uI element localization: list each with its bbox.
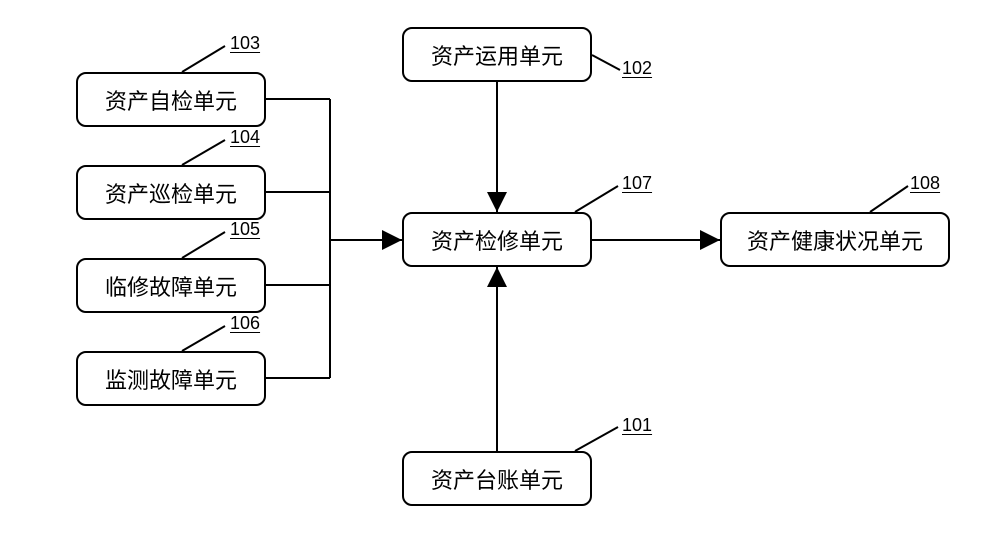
node-label: 资产台账单元 (431, 463, 563, 495)
node-asset-usage: 资产运用单元 (402, 27, 592, 82)
node-label: 资产自检单元 (105, 84, 237, 116)
ref-label-106: 106 (230, 313, 260, 334)
node-label: 资产健康状况单元 (747, 224, 923, 256)
node-temp-repair-fault: 临修故障单元 (76, 258, 266, 313)
node-asset-maintenance: 资产检修单元 (402, 212, 592, 267)
node-label: 临修故障单元 (105, 270, 237, 302)
node-monitor-fault: 监测故障单元 (76, 351, 266, 406)
node-asset-ledger: 资产台账单元 (402, 451, 592, 506)
ref-label-107: 107 (622, 173, 652, 194)
ref-label-104: 104 (230, 127, 260, 148)
ref-label-103: 103 (230, 33, 260, 54)
node-asset-health: 资产健康状况单元 (720, 212, 950, 267)
ref-label-108: 108 (910, 173, 940, 194)
ref-label-105: 105 (230, 219, 260, 240)
node-asset-selfcheck: 资产自检单元 (76, 72, 266, 127)
node-label: 监测故障单元 (105, 363, 237, 395)
ref-label-101: 101 (622, 415, 652, 436)
node-label: 资产运用单元 (431, 39, 563, 71)
node-label: 资产检修单元 (431, 224, 563, 256)
node-label: 资产巡检单元 (105, 177, 237, 209)
ref-label-102: 102 (622, 58, 652, 79)
node-asset-inspection: 资产巡检单元 (76, 165, 266, 220)
